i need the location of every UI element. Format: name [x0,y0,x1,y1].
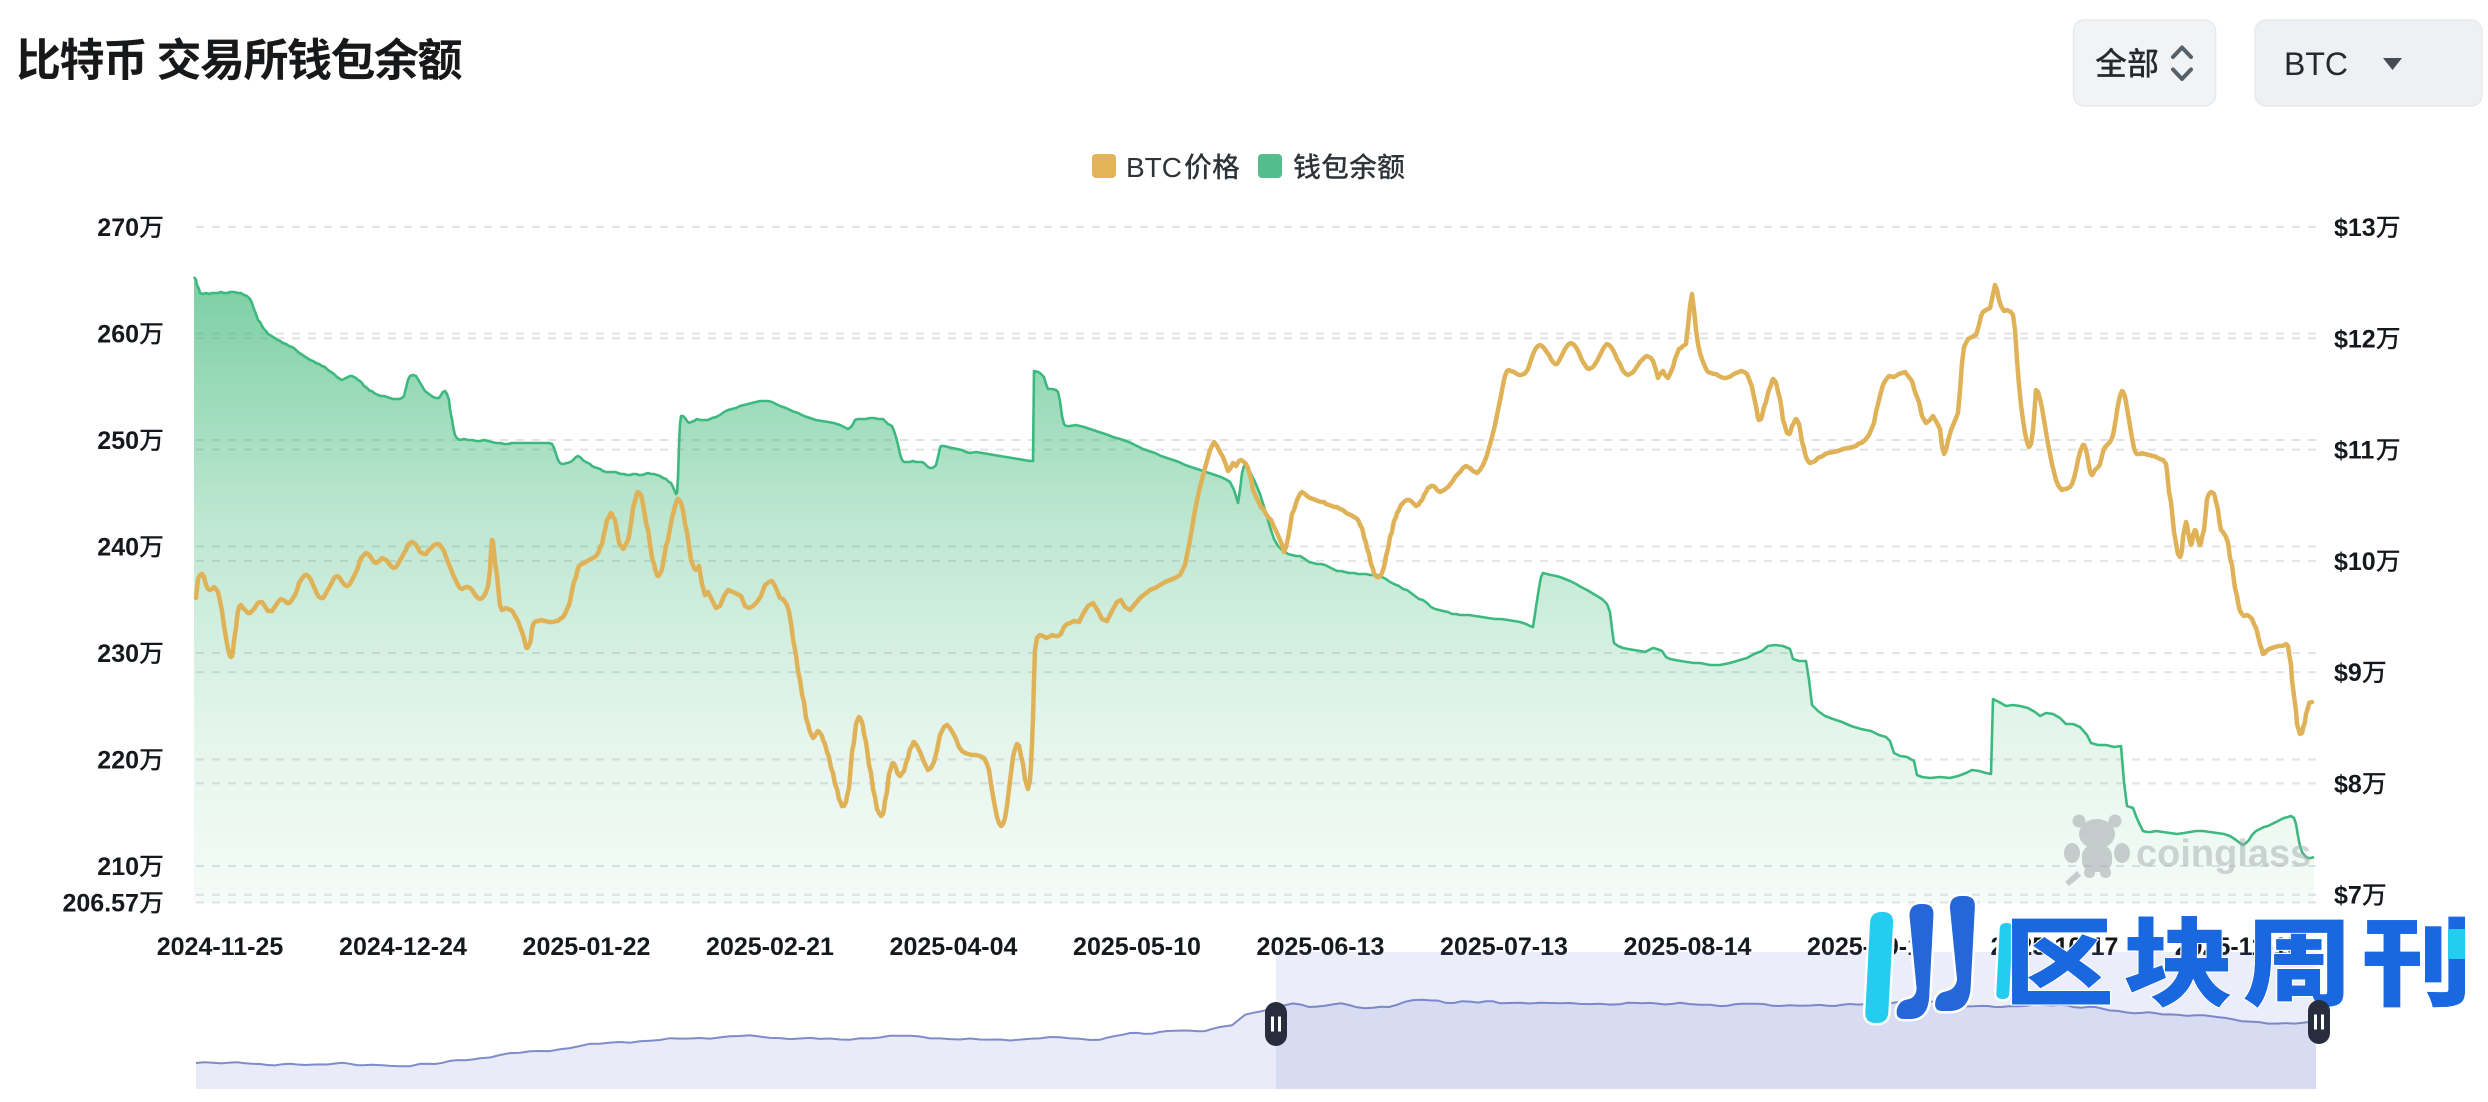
svg-text:$7: $7 [2334,882,2362,910]
svg-text:220: 220 [97,747,139,775]
svg-text:2025-02-21: 2025-02-21 [706,933,834,961]
svg-text:BTC: BTC [1126,152,1182,183]
svg-text:$9: $9 [2334,659,2362,687]
svg-text:2025-08-14: 2025-08-14 [1624,933,1752,961]
svg-text:206.57: 206.57 [63,890,139,918]
svg-text:$13: $13 [2334,214,2376,242]
svg-text:$11: $11 [2334,437,2374,465]
svg-text:2025-01-22: 2025-01-22 [523,933,651,961]
svg-text:2024-12-24: 2024-12-24 [339,933,467,961]
svg-text:2025-06-13: 2025-06-13 [1257,933,1385,961]
svg-text:$8: $8 [2334,770,2362,798]
svg-text:230: 230 [97,640,139,668]
svg-text:240: 240 [97,534,139,562]
svg-text:$12: $12 [2334,325,2376,353]
svg-text:2025-05-10: 2025-05-10 [1073,933,1201,961]
svg-text:2025-07-13: 2025-07-13 [1440,933,1568,961]
svg-text:250: 250 [97,427,139,455]
svg-text:260: 260 [97,321,139,349]
svg-text:270: 270 [97,214,139,242]
svg-text:$10: $10 [2334,548,2376,576]
svg-text:2025-04-04: 2025-04-04 [890,933,1018,961]
svg-text:2024-11-25: 2024-11-25 [157,933,284,961]
svg-text:BTC: BTC [2284,46,2348,82]
svg-text:coinglass: coinglass [2136,833,2311,875]
svg-text:210: 210 [97,853,139,881]
